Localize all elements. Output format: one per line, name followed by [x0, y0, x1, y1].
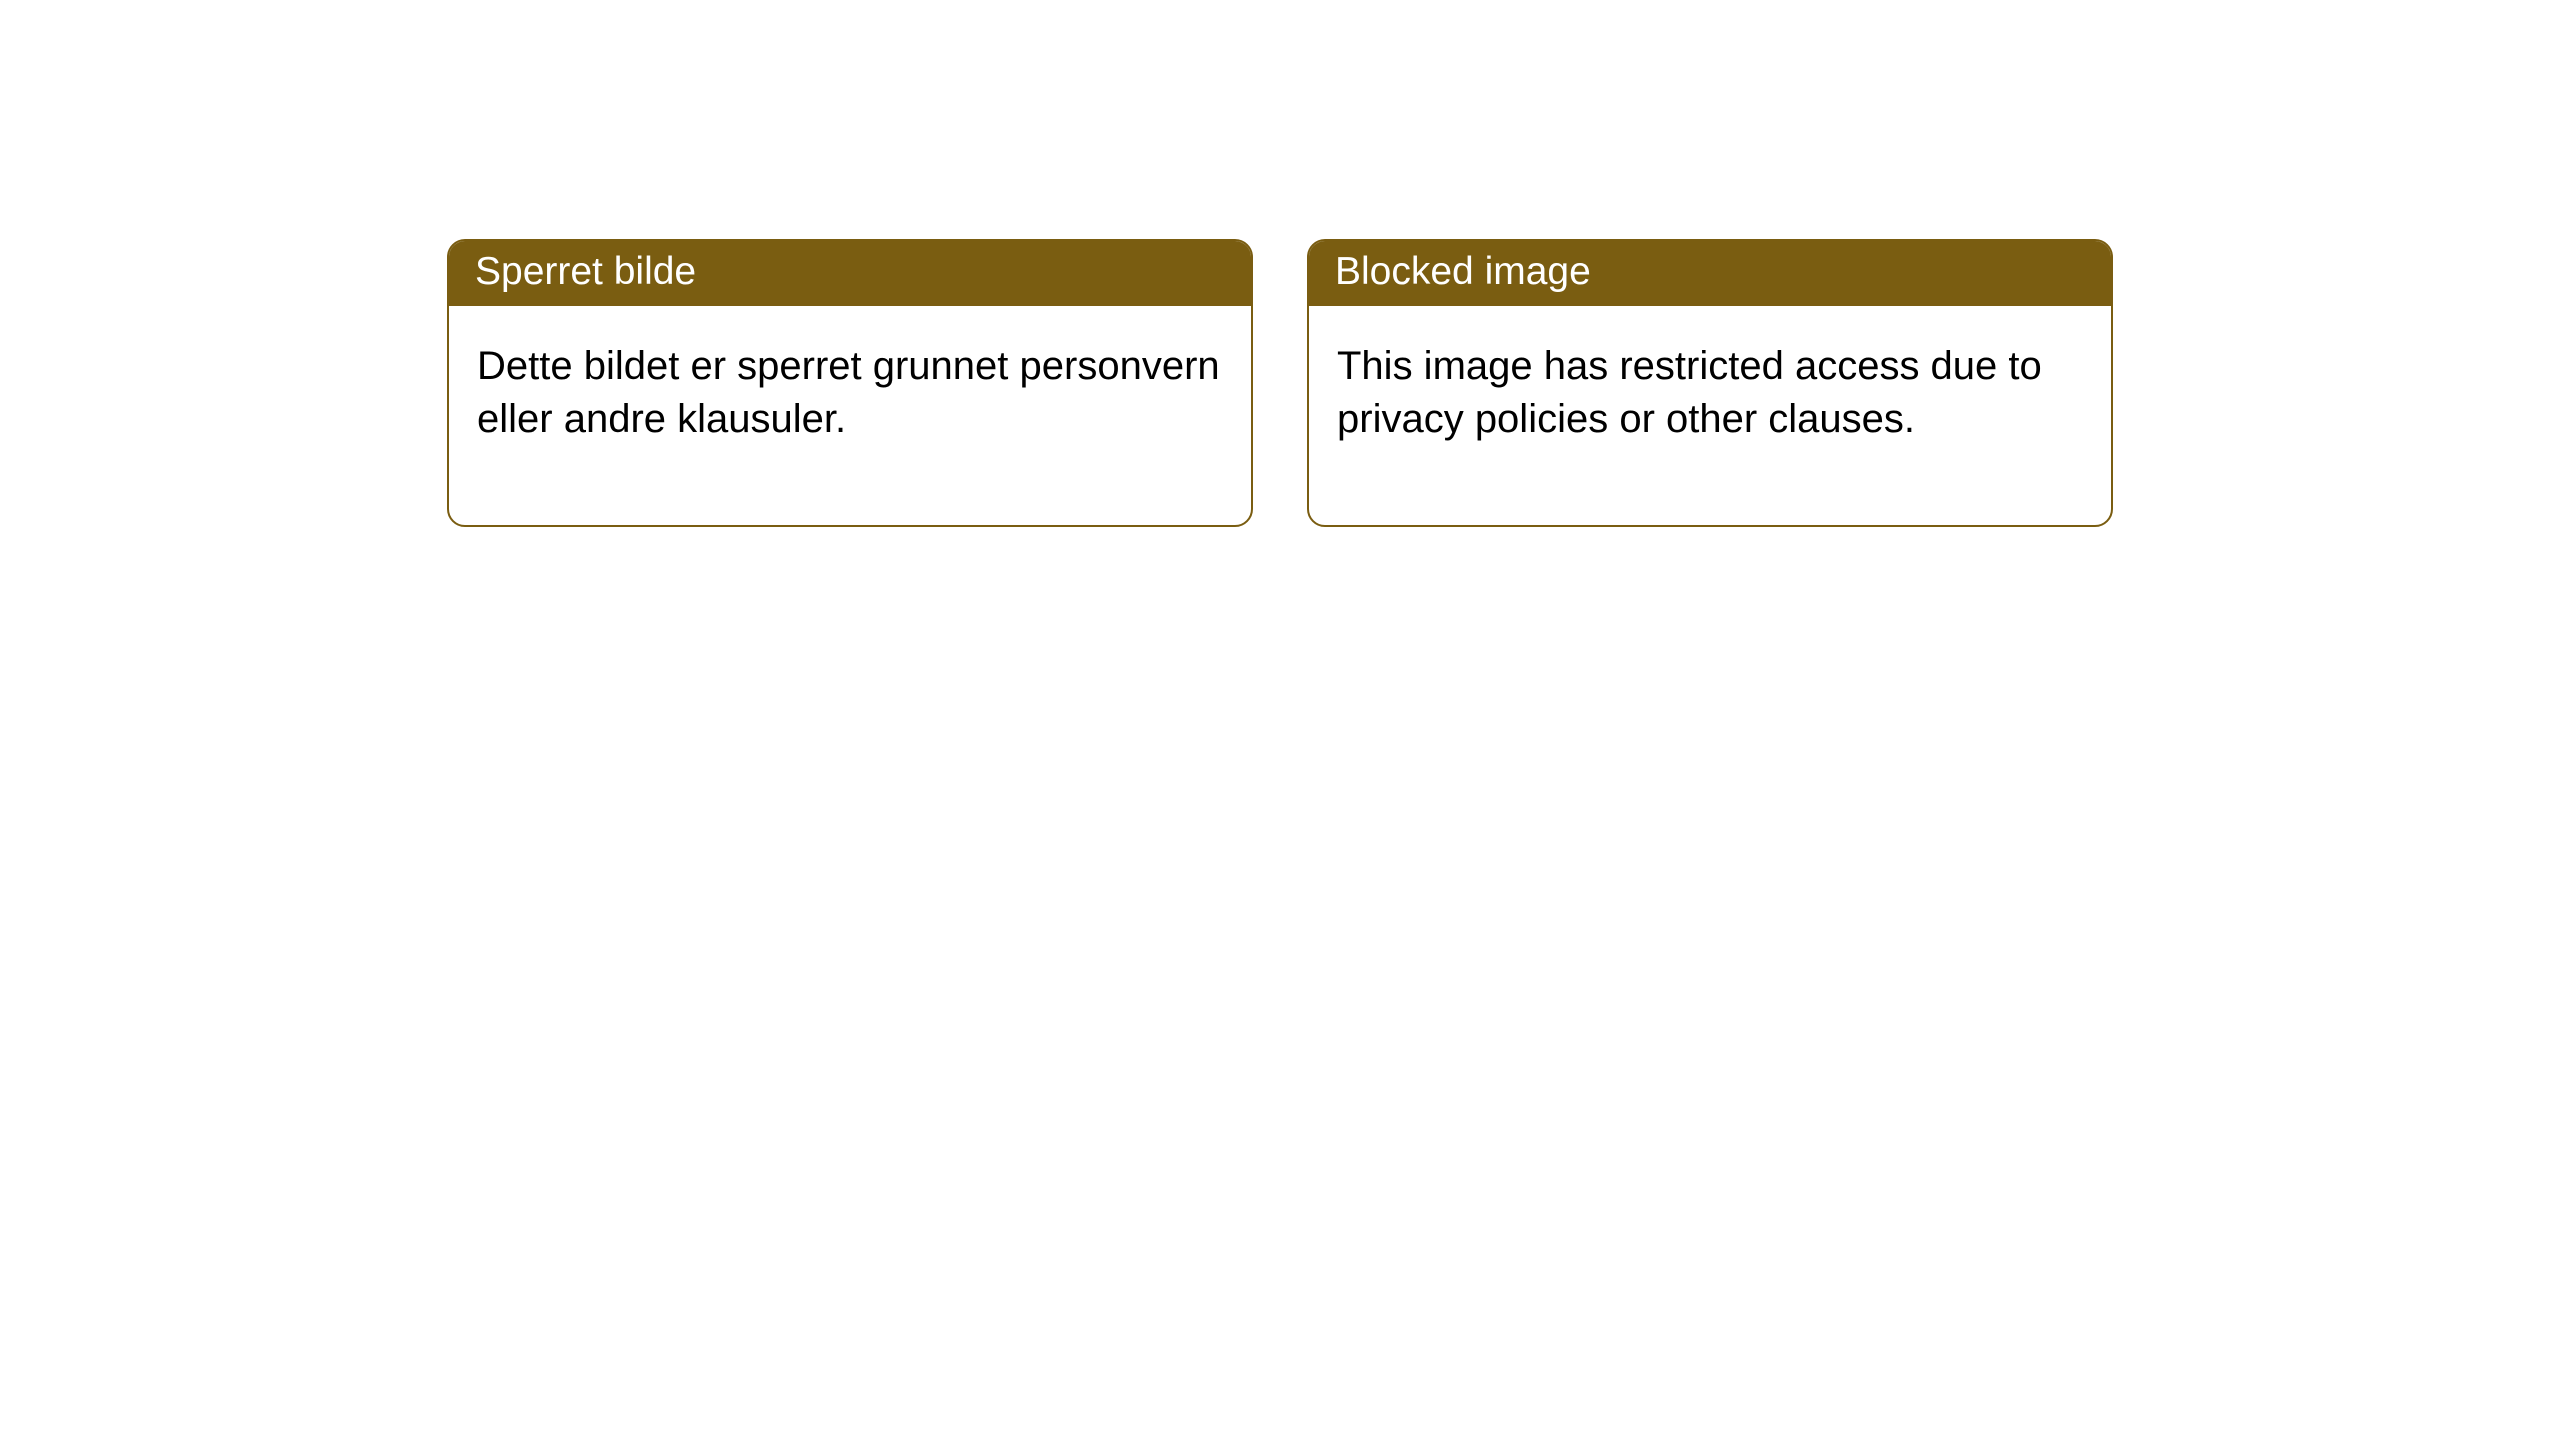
notice-card-english: Blocked image This image has restricted …: [1307, 239, 2113, 527]
notice-card-body: Dette bildet er sperret grunnet personve…: [449, 306, 1251, 526]
notice-cards-container: Sperret bilde Dette bildet er sperret gr…: [0, 0, 2560, 527]
notice-card-body: This image has restricted access due to …: [1309, 306, 2111, 526]
notice-card-norwegian: Sperret bilde Dette bildet er sperret gr…: [447, 239, 1253, 527]
notice-card-title: Blocked image: [1309, 241, 2111, 306]
notice-card-title: Sperret bilde: [449, 241, 1251, 306]
